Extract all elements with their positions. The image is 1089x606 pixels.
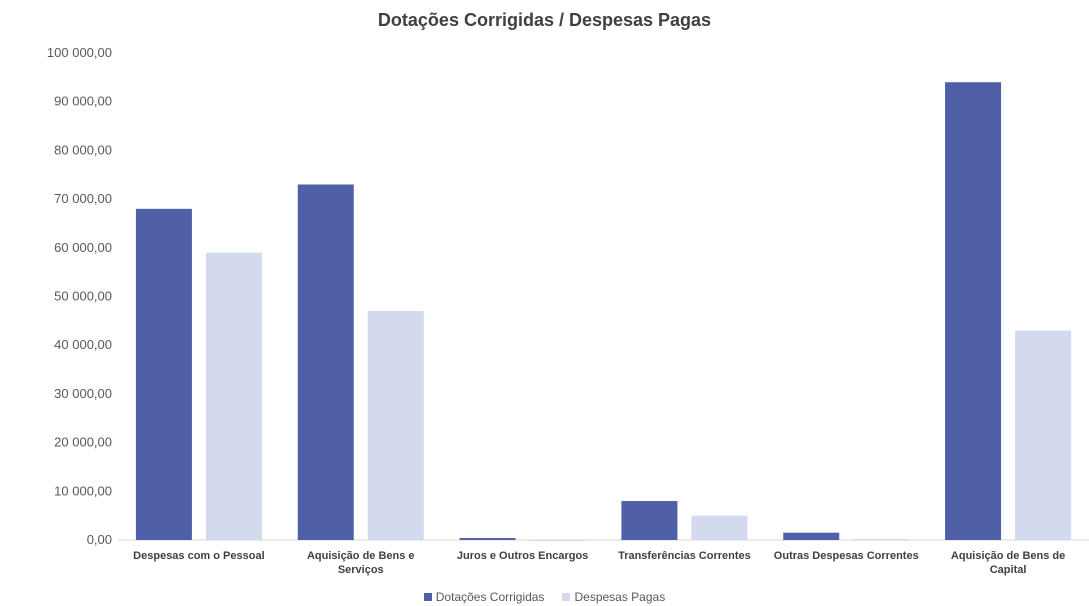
chart-legend: Dotações Corrigidas Despesas Pagas <box>0 590 1089 604</box>
x-tick-label: Transferências Correntes <box>618 550 751 562</box>
x-tick-label: Aquisição de Bens e Serviços <box>307 550 415 576</box>
legend-label: Dotações Corrigidas <box>435 590 545 604</box>
x-tick-label: Aquisição de Bens de Capital <box>951 550 1065 576</box>
bar-dotacoes-corrigidas <box>297 184 354 541</box>
y-tick-label: 60 000,00 <box>54 240 112 255</box>
y-tick-label: 30 000,00 <box>54 386 112 401</box>
y-tick-label: 0,00 <box>87 532 112 547</box>
legend-swatch <box>562 593 571 601</box>
bar-despesas-pagas <box>205 252 262 541</box>
bar-dotacoes-corrigidas <box>459 538 516 540</box>
y-tick-label: 80 000,00 <box>54 142 112 157</box>
y-tick-label: 20 000,00 <box>54 435 112 450</box>
bar-dotacoes-corrigidas <box>135 208 192 540</box>
bar-despesas-pagas <box>853 539 910 541</box>
legend-swatch <box>423 593 432 601</box>
bar-despesas-pagas <box>367 311 424 540</box>
legend-label: Despesas Pagas <box>574 590 666 604</box>
bar-despesas-pagas <box>529 539 586 542</box>
bar-dotacoes-corrigidas <box>783 532 840 540</box>
bar-despesas-pagas <box>691 515 748 540</box>
legend-item: Dotações Corrigidas <box>423 590 545 604</box>
chart-title: Dotações Corrigidas / Despesas Pagas <box>377 10 712 30</box>
y-tick-label: 100 000,00 <box>47 45 112 60</box>
y-tick-label: 90 000,00 <box>54 94 112 109</box>
bar-despesas-pagas <box>1015 330 1072 540</box>
bar-dotacoes-corrigidas <box>621 501 678 540</box>
x-tick-label: Juros e Outros Encargos <box>457 550 588 562</box>
legend-item: Despesas Pagas <box>562 590 665 604</box>
y-tick-label: 40 000,00 <box>54 337 112 352</box>
y-tick-label: 10 000,00 <box>54 483 112 498</box>
x-tick-label: Despesas com o Pessoal <box>133 550 264 562</box>
y-tick-label: 50 000,00 <box>54 289 112 304</box>
x-tick-label: Outras Despesas Correntes <box>774 550 919 562</box>
bar-dotacoes-corrigidas <box>945 82 1002 540</box>
y-tick-label: 70 000,00 <box>54 191 112 206</box>
